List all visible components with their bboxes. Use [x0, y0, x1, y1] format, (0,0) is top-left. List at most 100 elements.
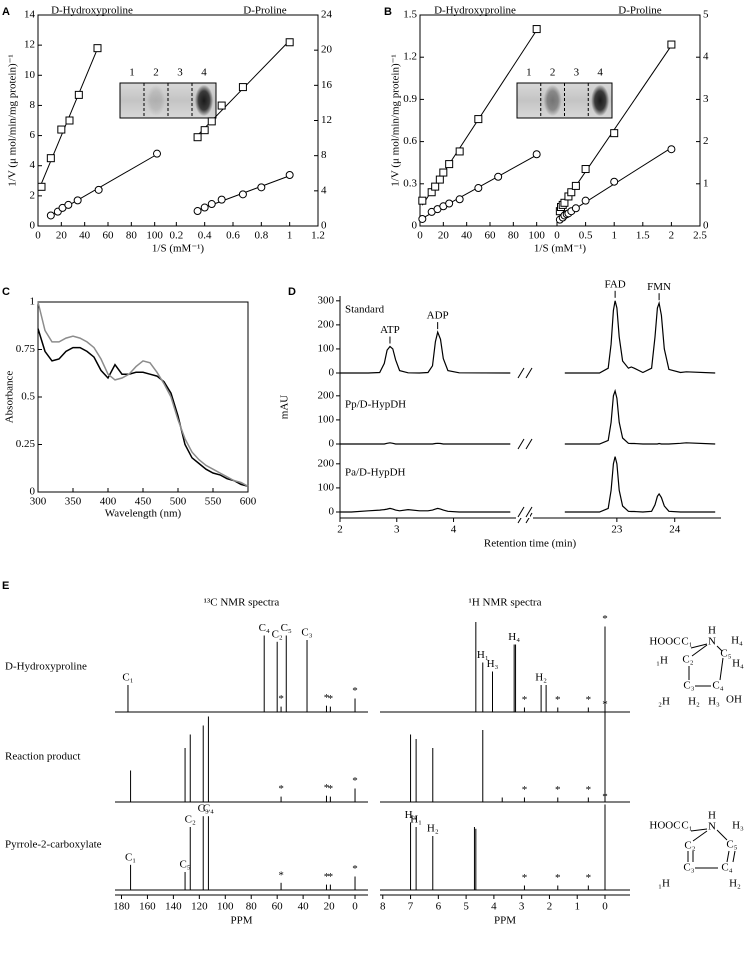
- x-tick-label: 2: [669, 230, 675, 242]
- y2-tick-label: 5: [703, 9, 709, 21]
- circle-marker: [257, 183, 266, 192]
- square-marker: [435, 175, 444, 184]
- x-tick-label: 180: [113, 901, 130, 913]
- y-tick-label: 8: [30, 99, 36, 111]
- x-tick-label: 3: [394, 524, 400, 536]
- panel-letter: A: [2, 6, 10, 18]
- structure-atom: C₄: [721, 862, 732, 874]
- lane-label: 2: [550, 67, 556, 79]
- lane-label: 4: [597, 67, 603, 79]
- y-tick-label: 300: [318, 294, 335, 306]
- y2-tick-label: 4: [321, 184, 327, 196]
- circle-marker: [73, 196, 82, 205]
- plot-frame: [37, 301, 249, 493]
- x-axis-label: 1/S (mM⁻¹): [534, 243, 587, 255]
- axis-break: [517, 367, 525, 379]
- circle-marker: [238, 190, 247, 199]
- axis-break: [525, 367, 533, 379]
- break-gap: [520, 506, 530, 518]
- peak-label: FMN: [647, 281, 671, 293]
- peak-label: C₁: [122, 672, 133, 684]
- group-label: D-Proline: [243, 5, 287, 17]
- x-tick-label: 0.8: [254, 230, 268, 242]
- x-tick-label: 0.6: [226, 230, 240, 242]
- y-tick-label: 0.6: [403, 135, 417, 147]
- square-marker: [439, 168, 448, 177]
- x-tick-label: 140: [165, 901, 182, 913]
- square-marker: [571, 181, 580, 190]
- x-tick-label: 160: [139, 901, 156, 913]
- circle-marker: [494, 172, 503, 181]
- y-tick-label: 1: [30, 296, 36, 308]
- y-tick-label: 0: [412, 220, 418, 232]
- peak-label: H₃: [487, 658, 499, 670]
- peak-label: FAD: [605, 278, 626, 290]
- x-tick-label: 0: [554, 230, 560, 242]
- circle-marker: [217, 195, 226, 204]
- structure-atom: H: [708, 810, 716, 822]
- circle-marker: [418, 214, 427, 223]
- x-tick-label: 2: [547, 901, 553, 913]
- y-axis-label: Absorbance: [4, 371, 16, 424]
- peak-label: *: [328, 693, 334, 705]
- panel-letter: E: [2, 580, 9, 592]
- trace-label: Pa/D-HypDH: [345, 467, 406, 479]
- axis-break: [517, 438, 525, 450]
- peak-label: *: [555, 784, 561, 796]
- peak-label: H₄: [508, 631, 520, 643]
- peak-label: *: [352, 775, 358, 787]
- square-marker: [445, 160, 454, 169]
- x-axis-label: Retention time (min): [484, 538, 577, 550]
- circle-marker: [200, 203, 209, 212]
- gel-band: [146, 84, 166, 117]
- peak-label: *: [555, 872, 561, 884]
- x-tick-label: 1: [287, 230, 293, 242]
- square-marker: [581, 165, 590, 174]
- x-tick-label: 40: [79, 230, 91, 242]
- peak-label: C₂: [185, 814, 196, 826]
- circle-marker: [455, 195, 464, 204]
- structure-atom: ₂H: [658, 696, 670, 708]
- peak-label: H₂: [427, 823, 439, 835]
- lane-label: 2: [153, 67, 159, 79]
- x-tick-label: 120: [191, 901, 208, 913]
- x-axis-label: PPM: [230, 915, 252, 927]
- structure-atom: N: [708, 636, 716, 648]
- structure-atom: H₃: [732, 820, 744, 832]
- y-tick-label: 0.9: [403, 93, 417, 105]
- y2-tick-label: 4: [703, 51, 709, 63]
- x-tick-label: 2: [337, 524, 343, 536]
- square-marker: [207, 117, 216, 126]
- y-tick-label: 0: [329, 367, 335, 379]
- y-tick-label: 100: [318, 481, 335, 493]
- structure-atom: C₅: [720, 648, 731, 660]
- x-tick-label: 60: [272, 901, 284, 913]
- chromatogram-trace: [340, 507, 511, 513]
- y-tick-label: 100: [318, 342, 335, 354]
- spectrum-title: ¹H NMR spectra: [469, 597, 542, 609]
- break-gap: [520, 438, 530, 450]
- peak-label: H₂: [535, 672, 547, 684]
- circle-marker: [474, 184, 483, 193]
- structure-atom: H₃: [708, 696, 720, 708]
- structure-atom: H: [708, 625, 716, 637]
- x-tick-label: 20: [324, 901, 336, 913]
- circle-marker: [571, 204, 580, 213]
- trace-label: Pp/D-HypDH: [345, 399, 406, 411]
- peak-label: H₁: [410, 814, 422, 826]
- square-marker: [193, 133, 202, 142]
- x-tick-label: 40: [298, 901, 310, 913]
- peak-label: H₃: [405, 809, 417, 821]
- x-tick-label: 4: [491, 901, 497, 913]
- structure-atom: H₄: [731, 635, 743, 647]
- x-axis-label: PPM: [494, 915, 516, 927]
- peak-label: *: [586, 784, 592, 796]
- spectrum-line: [37, 328, 249, 488]
- peak-label: *: [522, 784, 528, 796]
- structure-atom: C₅: [726, 839, 737, 851]
- circle-marker: [94, 185, 103, 194]
- x-tick-label: 24: [669, 524, 681, 536]
- x-tick-label: 80: [508, 230, 520, 242]
- lane-label: 3: [574, 67, 580, 79]
- circle-marker: [153, 149, 161, 158]
